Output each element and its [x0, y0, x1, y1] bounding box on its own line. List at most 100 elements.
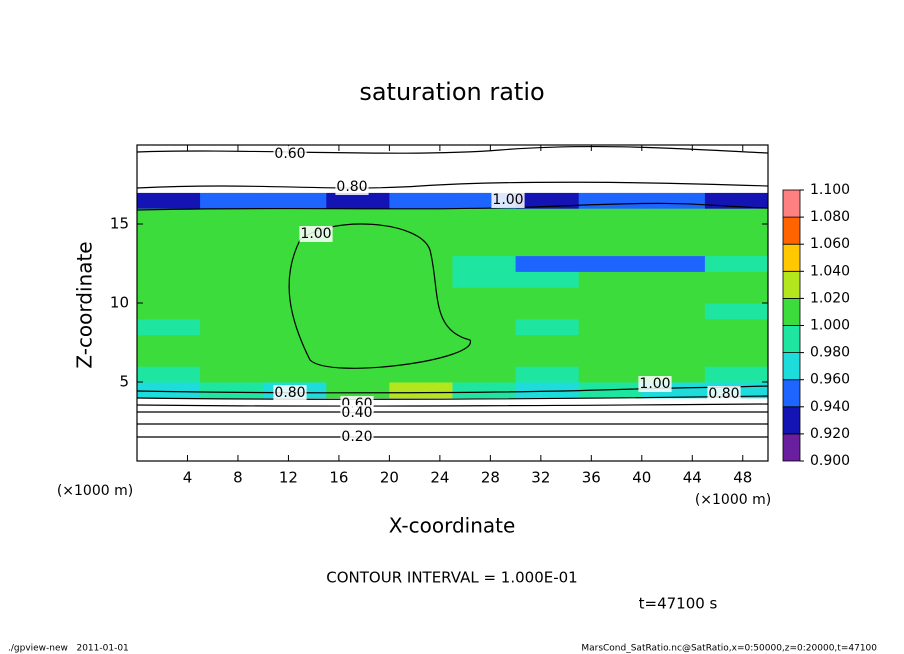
field-cell	[326, 366, 390, 383]
field-cell	[578, 145, 643, 162]
contour-label-bg	[638, 376, 672, 392]
contour-interval: CONTOUR INTERVAL = 1.000E-01	[326, 569, 577, 587]
field-cell	[263, 271, 327, 288]
contour-label-bg	[491, 192, 525, 208]
field-cell	[200, 287, 264, 304]
field-cell	[515, 366, 580, 383]
y-axis-label: Z-coordinate	[73, 241, 97, 368]
contour-label-bg	[335, 179, 369, 195]
field-cell	[515, 350, 580, 367]
contour-label: 0.20	[341, 429, 372, 445]
field-cell	[200, 350, 264, 367]
field-cell	[389, 239, 453, 257]
field-cell	[578, 176, 643, 193]
field-cell	[452, 224, 517, 241]
field-cell	[389, 366, 453, 383]
x-tick-label: 48	[733, 469, 752, 487]
field-cell	[515, 160, 580, 178]
field-cell	[389, 271, 453, 288]
field-cell	[137, 145, 201, 162]
field-cell	[326, 224, 390, 241]
field-cell	[515, 239, 580, 257]
field-cell	[200, 382, 264, 399]
field-cell	[263, 318, 327, 336]
field-cell	[137, 224, 201, 241]
contour-label: 0.60	[274, 146, 305, 162]
field-cell	[263, 208, 327, 225]
chart-title: saturation ratio	[359, 78, 544, 106]
y-tick-label: 5	[119, 373, 129, 391]
colorbar-label: 1.060	[810, 236, 850, 252]
field-cell	[578, 303, 643, 320]
contour-label: 0.80	[336, 179, 367, 195]
field-cell	[578, 350, 643, 367]
contour-line	[136, 403, 769, 407]
x-tick-label: 28	[481, 469, 500, 487]
field-cell	[452, 255, 517, 272]
field-cell	[704, 208, 769, 225]
field-cell	[263, 350, 327, 367]
field-cell	[263, 160, 327, 178]
x-tick-label: 4	[183, 469, 193, 487]
field-cell	[704, 334, 769, 351]
field-cell	[704, 318, 769, 336]
colorbar-box	[782, 352, 801, 381]
field-cell	[263, 192, 327, 209]
field-cell	[452, 145, 517, 162]
field-cell	[263, 255, 327, 272]
field-cell	[389, 160, 453, 178]
colorbar-box	[782, 379, 801, 408]
field-cell	[263, 413, 327, 430]
field-cell	[263, 239, 327, 257]
contour-line	[288, 223, 471, 369]
field-cell	[704, 350, 769, 367]
field-cell	[641, 397, 706, 415]
field-cell	[452, 445, 517, 462]
field-cell	[452, 350, 517, 367]
field-cell	[578, 397, 643, 415]
field-cell	[137, 255, 201, 272]
field-cell	[704, 239, 769, 257]
field-cell	[326, 192, 390, 209]
colorbar-box	[782, 433, 801, 462]
colorbar-label: 1.020	[810, 290, 850, 306]
field-cell	[137, 176, 201, 193]
field-cell	[641, 318, 706, 336]
field-cell	[200, 239, 264, 257]
contour-line	[136, 395, 769, 400]
colorbar-label: 0.960	[810, 372, 850, 388]
colorbar-box	[782, 189, 801, 218]
field-cell	[704, 287, 769, 304]
field-cell	[389, 192, 453, 209]
field-cell	[137, 287, 201, 304]
field-cell	[326, 334, 390, 351]
field-cell	[704, 445, 769, 462]
field-cell	[137, 334, 201, 351]
field-cell	[263, 366, 327, 383]
field-cell	[578, 287, 643, 304]
field-cell	[326, 303, 390, 320]
field-cell	[578, 160, 643, 178]
field-cell	[704, 413, 769, 430]
field-cell	[704, 271, 769, 288]
field-cell	[326, 382, 390, 399]
field-cell	[515, 413, 580, 430]
y-unit: (×1000 m)	[57, 483, 133, 499]
field-cell	[137, 208, 201, 225]
field	[137, 145, 769, 462]
field-cell	[641, 350, 706, 367]
field-cell	[578, 239, 643, 257]
x-tick-label: 8	[233, 469, 243, 487]
field-cell	[578, 271, 643, 288]
field-cell	[137, 192, 201, 209]
time-label: t=47100 s	[639, 595, 718, 613]
field-cell	[704, 160, 769, 178]
field-cell	[704, 224, 769, 241]
field-cell	[137, 318, 201, 336]
colorbar-box	[782, 406, 801, 435]
field-cell	[389, 303, 453, 320]
field-cell	[641, 208, 706, 225]
contour-line	[136, 181, 769, 189]
field-cell	[515, 145, 580, 162]
